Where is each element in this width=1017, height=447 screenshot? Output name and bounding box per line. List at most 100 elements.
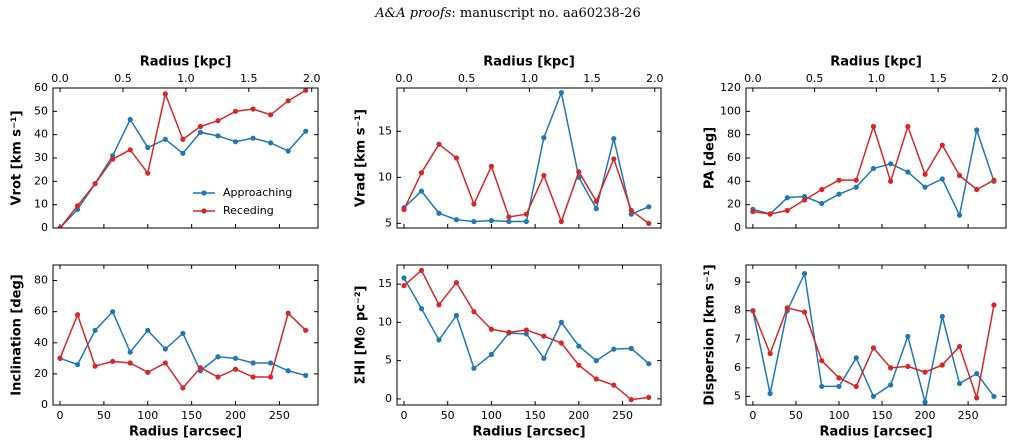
x2-axis-label: Radius [kpc] (140, 55, 232, 70)
point (180, 136, 186, 142)
point (541, 355, 547, 361)
y-tick-label: 5 (734, 389, 741, 402)
plot-area (750, 270, 997, 405)
point (922, 171, 928, 177)
x-tick-label: 100 (828, 409, 849, 422)
point (801, 270, 808, 277)
legend-marker (201, 208, 207, 214)
point (506, 218, 512, 225)
x-axis-label: Radius [arcsec] (129, 425, 242, 440)
point (250, 360, 256, 366)
y-tick-label: 5 (385, 354, 392, 367)
point (145, 369, 151, 375)
point (180, 150, 186, 156)
point (127, 147, 133, 153)
point (558, 319, 564, 325)
y-tick-label: 80 (34, 274, 48, 287)
point (939, 176, 945, 182)
point (628, 397, 634, 403)
legend-label: Approaching (223, 186, 292, 199)
point (991, 302, 997, 308)
point (401, 206, 407, 213)
x-axis-label: Radius [arcsec] (819, 425, 932, 440)
point (593, 206, 599, 212)
point (436, 141, 442, 147)
point (956, 212, 963, 218)
point (92, 363, 98, 369)
x-tick-label: 100 (481, 409, 502, 422)
point (956, 172, 963, 179)
header-text: : manuscript no. aa60238-26 (451, 6, 640, 21)
y-tick-label: 20 (727, 198, 741, 211)
plot-area (57, 309, 309, 391)
y-axis-label: PA [deg] (703, 127, 718, 189)
point (215, 118, 221, 124)
x2-tick-label: 2.0 (991, 72, 1009, 85)
axes-frame (52, 264, 319, 406)
point (819, 383, 825, 390)
point (127, 349, 133, 355)
point (558, 340, 564, 346)
legend-marker (201, 190, 207, 196)
x-tick-label: 250 (958, 409, 979, 422)
point (905, 123, 911, 130)
plot-area (401, 89, 652, 226)
point (784, 195, 790, 201)
axes-frame (52, 87, 319, 229)
point (767, 211, 773, 217)
axes-frame (745, 264, 1007, 406)
point (162, 91, 168, 97)
plot-area (57, 88, 309, 228)
point (922, 184, 928, 190)
point (232, 366, 239, 372)
point (523, 211, 529, 217)
point (939, 362, 945, 368)
y-tick-label: 80 (727, 128, 741, 141)
point (888, 161, 894, 167)
point (836, 383, 842, 390)
y-tick-label: 6 (734, 361, 741, 374)
x-tick-label: 200 (568, 409, 589, 422)
point (853, 383, 859, 390)
point (801, 309, 808, 315)
y-tick-label: 10 (378, 170, 392, 183)
point (974, 127, 980, 133)
x2-tick-label: 0.0 (744, 72, 762, 85)
y-tick-label: 40 (34, 128, 48, 141)
point (488, 218, 495, 224)
plot-area (750, 123, 997, 218)
point (888, 382, 894, 388)
panel: 5 10 15 0.0 0.5 1.0 1.5 2.0 Radius [kpc] Vrad [km… (354, 55, 664, 230)
point (303, 128, 309, 134)
point (836, 375, 842, 381)
y-tick-label: 15 (378, 124, 392, 137)
point (471, 309, 477, 315)
plot-area (401, 267, 652, 403)
panel: 0 20 40 60 80 0 50 100 150 200 250 Radius [arcsec] I… (10, 264, 319, 440)
x2-tick-label: 1.0 (177, 72, 195, 85)
point (74, 312, 81, 318)
point (145, 144, 151, 151)
point (611, 136, 617, 142)
x-axis-label: Radius [arcsec] (472, 425, 585, 440)
point (145, 170, 151, 176)
y-tick-label: 10 (378, 315, 392, 328)
point (541, 172, 547, 179)
x-tick-label: 0 (749, 409, 756, 422)
y-tick-label: 5 (385, 216, 392, 229)
x-tick-label: 0 (400, 409, 407, 422)
point (576, 169, 582, 175)
point (888, 178, 894, 184)
x-tick-label: 50 (441, 409, 455, 422)
point (523, 327, 529, 333)
point (628, 211, 634, 217)
point (162, 346, 168, 352)
point (453, 279, 460, 286)
point (74, 203, 81, 209)
x-tick-label: 250 (612, 409, 633, 422)
point (250, 106, 256, 112)
point (611, 382, 617, 388)
x2-axis-label: Radius [kpc] (830, 55, 922, 70)
point (819, 186, 825, 193)
point (92, 181, 98, 187)
